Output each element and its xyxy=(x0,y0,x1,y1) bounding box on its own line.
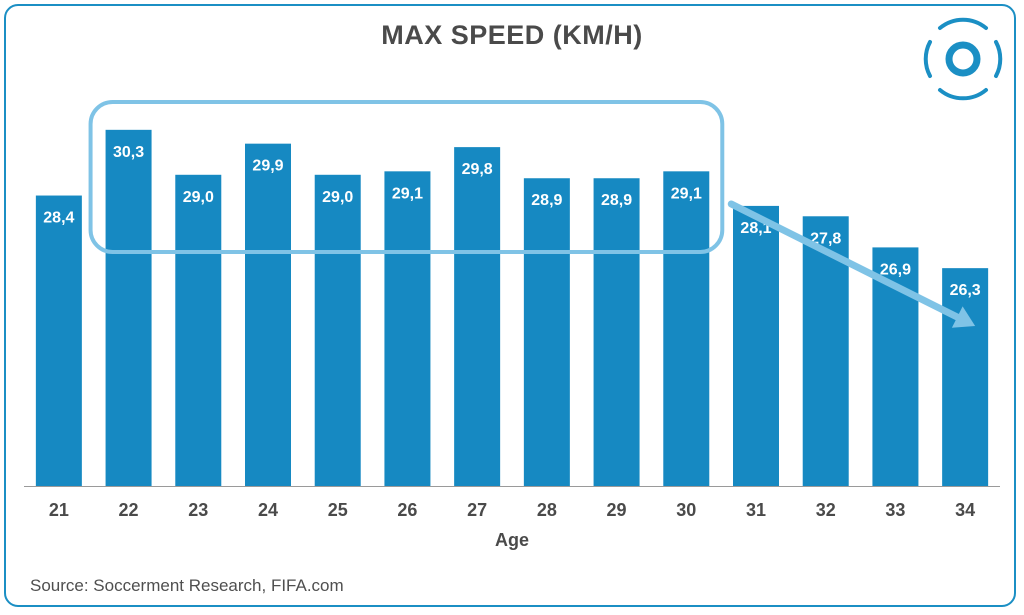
data-label-30: 29,1 xyxy=(671,185,702,202)
data-label-29: 28,9 xyxy=(601,192,632,209)
data-label-22: 30,3 xyxy=(113,144,144,161)
bar-25 xyxy=(314,174,361,487)
bar-26 xyxy=(384,171,431,487)
tick-label-33: 33 xyxy=(885,500,905,520)
trend-arrow-head xyxy=(951,306,976,328)
tick-label-32: 32 xyxy=(816,500,836,520)
bar-22 xyxy=(105,129,152,486)
data-label-32: 27,8 xyxy=(810,230,841,247)
bar-31 xyxy=(733,205,779,486)
data-label-33: 26,9 xyxy=(880,261,911,278)
soccerment-logo-icon xyxy=(923,17,1003,101)
bar-21 xyxy=(35,195,82,486)
tick-label-29: 29 xyxy=(607,500,627,520)
bar-30 xyxy=(663,171,710,487)
tick-label-31: 31 xyxy=(746,500,766,520)
trend-arrow-shaft xyxy=(727,200,967,324)
data-label-27: 29,8 xyxy=(462,161,493,178)
tick-label-28: 28 xyxy=(537,500,557,520)
source-note: Source: Soccerment Research, FIFA.com xyxy=(30,576,344,595)
tick-label-25: 25 xyxy=(328,500,348,520)
data-label-25: 29,0 xyxy=(322,189,353,206)
bar-27 xyxy=(454,147,501,486)
bar-24 xyxy=(245,143,291,486)
data-label-26: 29,1 xyxy=(392,185,423,202)
tick-label-27: 27 xyxy=(467,500,487,520)
bar-23 xyxy=(175,174,222,487)
bar-28 xyxy=(523,178,570,487)
data-label-34: 26,3 xyxy=(950,282,981,299)
bar-29 xyxy=(593,178,640,487)
data-label-24: 29,9 xyxy=(252,158,283,175)
x-axis-title: Age xyxy=(495,530,529,550)
tick-label-34: 34 xyxy=(955,500,975,520)
chart-title: MAX SPEED (KM/H) xyxy=(381,20,643,50)
tick-label-30: 30 xyxy=(676,500,696,520)
tick-label-23: 23 xyxy=(188,500,208,520)
highlight-box xyxy=(88,100,725,254)
tick-label-21: 21 xyxy=(49,500,69,520)
tick-label-26: 26 xyxy=(397,500,417,520)
tick-label-24: 24 xyxy=(258,500,278,520)
bar-34 xyxy=(942,268,989,486)
data-label-23: 29,0 xyxy=(183,189,214,206)
data-label-28: 28,9 xyxy=(531,192,562,209)
tick-label-22: 22 xyxy=(119,500,139,520)
data-label-21: 28,4 xyxy=(43,210,74,227)
